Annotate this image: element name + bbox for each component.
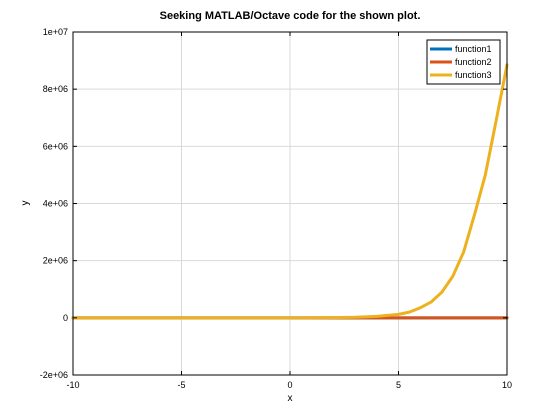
- y-tick-label: 4e+06: [43, 199, 68, 209]
- x-tick-label: -5: [177, 380, 185, 390]
- chart-title: Seeking MATLAB/Octave code for the shown…: [160, 10, 421, 22]
- y-tick-label: 1e+07: [43, 27, 68, 37]
- y-axis-label: y: [20, 201, 31, 206]
- legend-label-function3: function3: [455, 70, 492, 80]
- legend: function1 function2 function3: [426, 39, 501, 85]
- series-group: [71, 63, 509, 320]
- x-tick-label: -10: [66, 380, 79, 390]
- legend-label-function2: function2: [455, 57, 492, 67]
- y-axis-ticks: -2e+06 0 2e+06 4e+06 6e+06 8e+06 1e+07: [40, 27, 507, 380]
- x-tick-label: 0: [287, 380, 292, 390]
- y-tick-label: -2e+06: [40, 370, 68, 380]
- x-axis-label: x: [288, 393, 293, 404]
- y-tick-label: 0: [63, 313, 68, 323]
- x-axis-ticks: -10 -5 0 5 10: [66, 32, 512, 390]
- legend-label-function1: function1: [455, 44, 492, 54]
- x-tick-label: 5: [396, 380, 401, 390]
- y-tick-label: 2e+06: [43, 256, 68, 266]
- y-tick-label: 8e+06: [43, 84, 68, 94]
- y-tick-label: 6e+06: [43, 141, 68, 151]
- series-line-function3: [71, 63, 509, 320]
- x-tick-label: 10: [502, 380, 512, 390]
